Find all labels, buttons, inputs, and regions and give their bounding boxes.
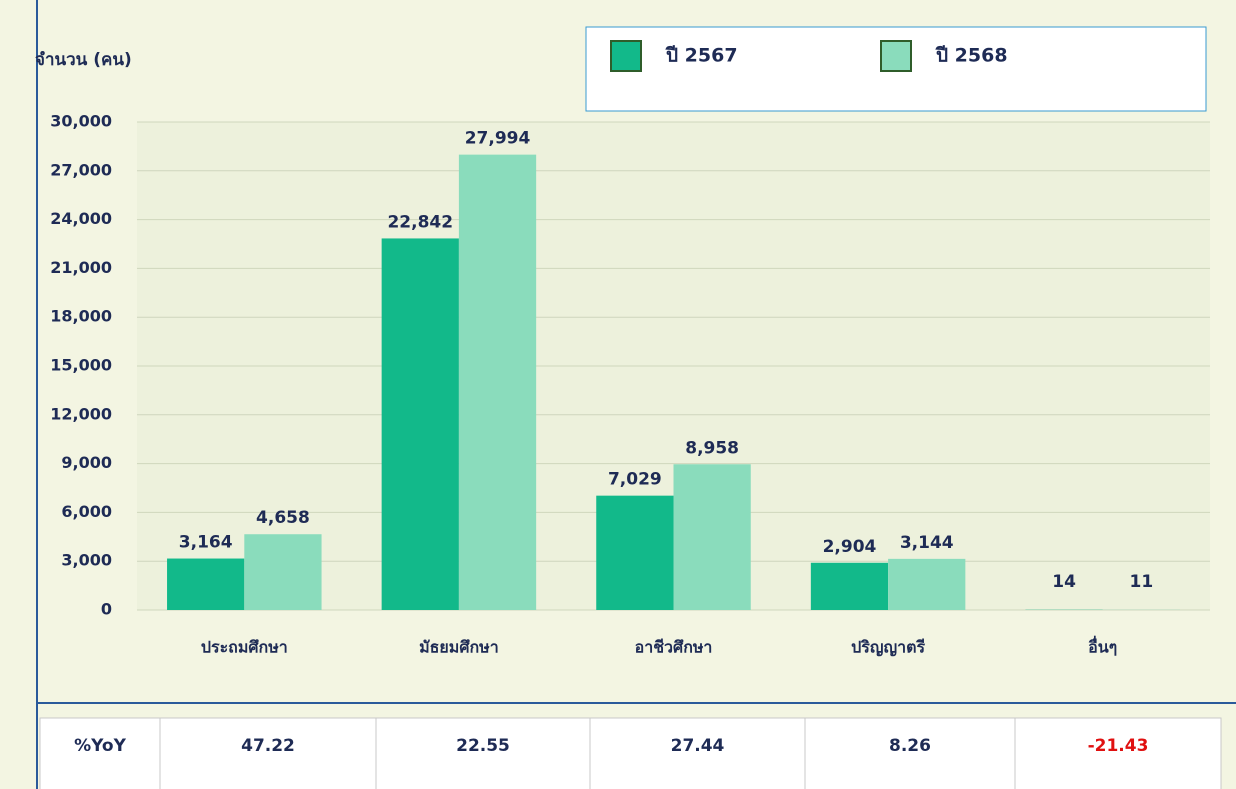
value-label: 3,164 (179, 533, 233, 553)
legend-label: ปี 2568 (935, 45, 1007, 67)
value-label: 3,144 (900, 533, 954, 553)
bar (810, 562, 889, 610)
x-tick-label: มัธยมศึกษา (419, 638, 499, 657)
table-cell: %YoY (74, 736, 126, 756)
bar (381, 238, 459, 610)
y-tick-label: 30,000 (50, 112, 112, 131)
bar (888, 558, 966, 610)
table-cell: 8.26 (889, 736, 931, 756)
x-tick-label: อื่นๆ (1088, 636, 1118, 657)
value-label: 4,658 (256, 508, 310, 528)
y-tick-label: 27,000 (50, 160, 112, 179)
bar (244, 534, 322, 610)
table-cell: 27.44 (671, 736, 725, 756)
y-tick-label: 15,000 (50, 356, 112, 375)
x-tick-label: อาชีวศึกษา (635, 638, 713, 657)
y-tick-label: 3,000 (61, 551, 112, 570)
value-label: 27,994 (465, 129, 531, 149)
x-tick-label: ประถมศึกษา (201, 638, 288, 657)
y-tick-label: 21,000 (50, 258, 112, 277)
table-cell: -21.43 (1088, 736, 1149, 756)
value-label: 11 (1129, 572, 1153, 592)
table-cell: 22.55 (456, 736, 510, 756)
bar (458, 154, 537, 611)
table-cell: 47.22 (241, 736, 295, 756)
value-label: 2,904 (823, 537, 877, 557)
legend-label: ปี 2567 (665, 45, 737, 67)
y-tick-label: 6,000 (61, 502, 112, 521)
x-tick-label: ปริญญาตรี (851, 638, 925, 658)
y-axis-title: จำนวน (คน) (35, 50, 132, 70)
y-tick-label: 9,000 (61, 453, 112, 472)
y-tick-label: 0 (101, 600, 112, 619)
legend-swatch (880, 40, 912, 72)
legend-swatch (610, 40, 642, 72)
bar (596, 495, 674, 610)
bar (673, 464, 751, 610)
y-tick-label: 24,000 (50, 209, 112, 228)
value-label: 8,958 (685, 438, 739, 458)
bar (167, 558, 245, 610)
value-label: 7,029 (608, 470, 662, 490)
value-label: 14 (1052, 572, 1076, 592)
y-tick-label: 12,000 (50, 404, 112, 423)
value-label: 22,842 (387, 212, 453, 232)
y-tick-label: 18,000 (50, 307, 112, 326)
table-bg (39, 717, 1222, 789)
